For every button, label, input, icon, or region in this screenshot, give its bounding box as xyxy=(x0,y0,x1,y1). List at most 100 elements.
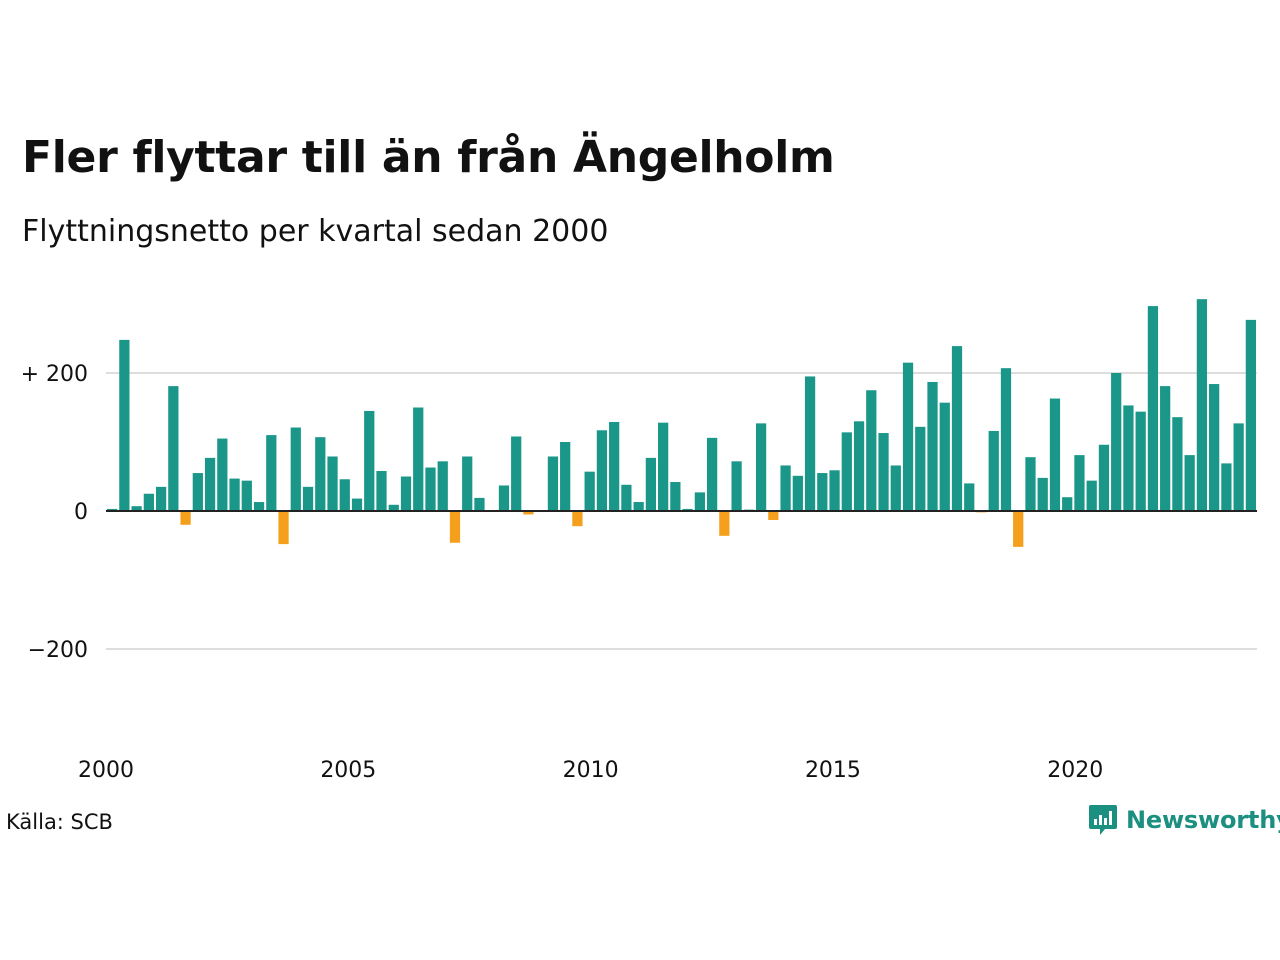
bar-2011-q3 xyxy=(670,482,681,511)
bar-2001-q2 xyxy=(168,386,179,511)
bar-2012-q1 xyxy=(694,492,705,511)
bar-2008-q2 xyxy=(511,436,522,511)
bar-2003-q1 xyxy=(253,502,265,511)
bar-2018-q3 xyxy=(1013,511,1024,547)
bar-2012-q3 xyxy=(719,511,730,536)
bar-2011-q4 xyxy=(682,508,693,511)
bar-2020-q3 xyxy=(1111,373,1122,511)
bar-2006-q1 xyxy=(400,476,412,511)
bar-2017-q2 xyxy=(951,346,963,511)
bar-2017-q3 xyxy=(964,483,975,511)
bar-2022-q2 xyxy=(1196,299,1208,511)
bar-2002-q1 xyxy=(204,457,216,511)
bar-2017-q1 xyxy=(939,402,950,511)
bar-2004-q3 xyxy=(327,456,338,511)
bar-2000-q1 xyxy=(107,508,118,511)
x-tick-label: 2010 xyxy=(563,758,619,783)
bar-2008-q1 xyxy=(498,485,510,511)
bar-2018-q4 xyxy=(1025,457,1036,511)
y-tick-label: + 200 xyxy=(21,362,88,387)
bar-2015-q4 xyxy=(878,433,889,511)
bar-2020-q1 xyxy=(1086,480,1097,511)
bar-2009-q4 xyxy=(584,471,595,511)
x-tick-label: 2020 xyxy=(1047,758,1103,783)
bar-2007-q1 xyxy=(449,511,461,543)
bar-2008-q3 xyxy=(523,511,534,515)
bar-2021-q4 xyxy=(1172,417,1183,511)
bar-2006-q4 xyxy=(437,461,448,511)
bar-2015-q3 xyxy=(866,390,877,511)
bar-2022-q3 xyxy=(1209,384,1220,511)
bar-2016-q3 xyxy=(915,426,926,511)
bar-2000-q4 xyxy=(143,493,154,511)
bar-2005-q4 xyxy=(388,504,399,511)
bar-2011-q1 xyxy=(645,457,657,511)
bar-2021-q3 xyxy=(1160,386,1171,511)
bar-2019-q1 xyxy=(1037,477,1048,511)
bar-2022-q4 xyxy=(1221,463,1232,511)
bar-2022-q1 xyxy=(1184,455,1195,511)
bar-2007-q3 xyxy=(474,497,485,511)
grid-lines xyxy=(106,372,1257,650)
bar-2016-q2 xyxy=(902,362,914,511)
bar-2005-q2 xyxy=(364,410,375,511)
x-tick-label: 2015 xyxy=(805,758,861,783)
bar-2000-q2 xyxy=(119,339,130,511)
bar-2020-q4 xyxy=(1123,405,1134,511)
bar-2018-q2 xyxy=(1000,368,1012,511)
bar-2019-q2 xyxy=(1049,398,1061,511)
bar-2002-q2 xyxy=(217,438,228,511)
bar-2001-q1 xyxy=(155,486,167,511)
bar-2016-q4 xyxy=(927,381,938,511)
bar-chart: + 200 0 −200 2000 2005 2010 2015 2020 xyxy=(21,299,1257,783)
x-axis-labels: 2000 2005 2010 2015 2020 xyxy=(78,758,1103,783)
x-tick-label: 2000 xyxy=(78,758,134,783)
bar-2015-q1 xyxy=(841,432,852,511)
bar-2018-q1 xyxy=(988,430,999,511)
bars xyxy=(107,299,1256,547)
bar-2003-q3 xyxy=(278,511,289,545)
bar-2021-q1 xyxy=(1135,411,1146,511)
bar-2013-q2 xyxy=(755,423,767,511)
bar-2002-q3 xyxy=(229,478,240,511)
bar-2011-q2 xyxy=(658,422,669,511)
bar-2013-q3 xyxy=(768,511,779,520)
bar-2010-q3 xyxy=(621,484,632,511)
bar-2001-q3 xyxy=(180,511,191,525)
chart-subtitle: Flyttningsnetto per kvartal sedan 2000 xyxy=(22,214,609,249)
bar-2003-q2 xyxy=(266,435,277,511)
bar-2005-q3 xyxy=(376,470,387,511)
bar-2004-q4 xyxy=(339,479,350,511)
brand-name: Newsworthy xyxy=(1126,806,1280,834)
bar-2009-q2 xyxy=(560,442,571,511)
source-note: Källa: SCB xyxy=(6,810,113,834)
bar-2016-q1 xyxy=(890,465,901,511)
bar-2012-q2 xyxy=(706,437,718,511)
newsworthy-logo-icon xyxy=(1089,805,1117,835)
chart-title: Fler flyttar till än från Ängelholm xyxy=(22,132,835,183)
bar-2023-q2 xyxy=(1245,319,1256,511)
bar-2014-q2 xyxy=(804,376,816,511)
bar-2010-q4 xyxy=(633,502,644,511)
bar-2014-q1 xyxy=(792,475,803,511)
bar-2019-q4 xyxy=(1074,455,1085,511)
bar-2014-q3 xyxy=(817,473,828,511)
bar-2009-q3 xyxy=(572,511,583,527)
bar-2004-q2 xyxy=(315,437,326,511)
bar-2001-q4 xyxy=(192,473,203,511)
brand-logo: Newsworthy xyxy=(1088,803,1280,837)
bar-2003-q4 xyxy=(290,427,301,511)
bar-2021-q2 xyxy=(1147,306,1159,511)
bar-2005-q1 xyxy=(351,498,363,511)
bar-2006-q3 xyxy=(425,467,436,511)
bar-2015-q2 xyxy=(853,421,865,511)
bar-2023-q1 xyxy=(1233,423,1244,511)
bar-2013-q4 xyxy=(780,465,791,511)
bar-2020-q2 xyxy=(1098,444,1110,511)
y-tick-label: −200 xyxy=(28,638,88,663)
bar-2006-q2 xyxy=(413,407,424,511)
bar-2012-q4 xyxy=(731,461,742,511)
x-tick-label: 2005 xyxy=(320,758,376,783)
bar-2000-q3 xyxy=(131,506,142,511)
bar-2009-q1 xyxy=(547,456,559,511)
